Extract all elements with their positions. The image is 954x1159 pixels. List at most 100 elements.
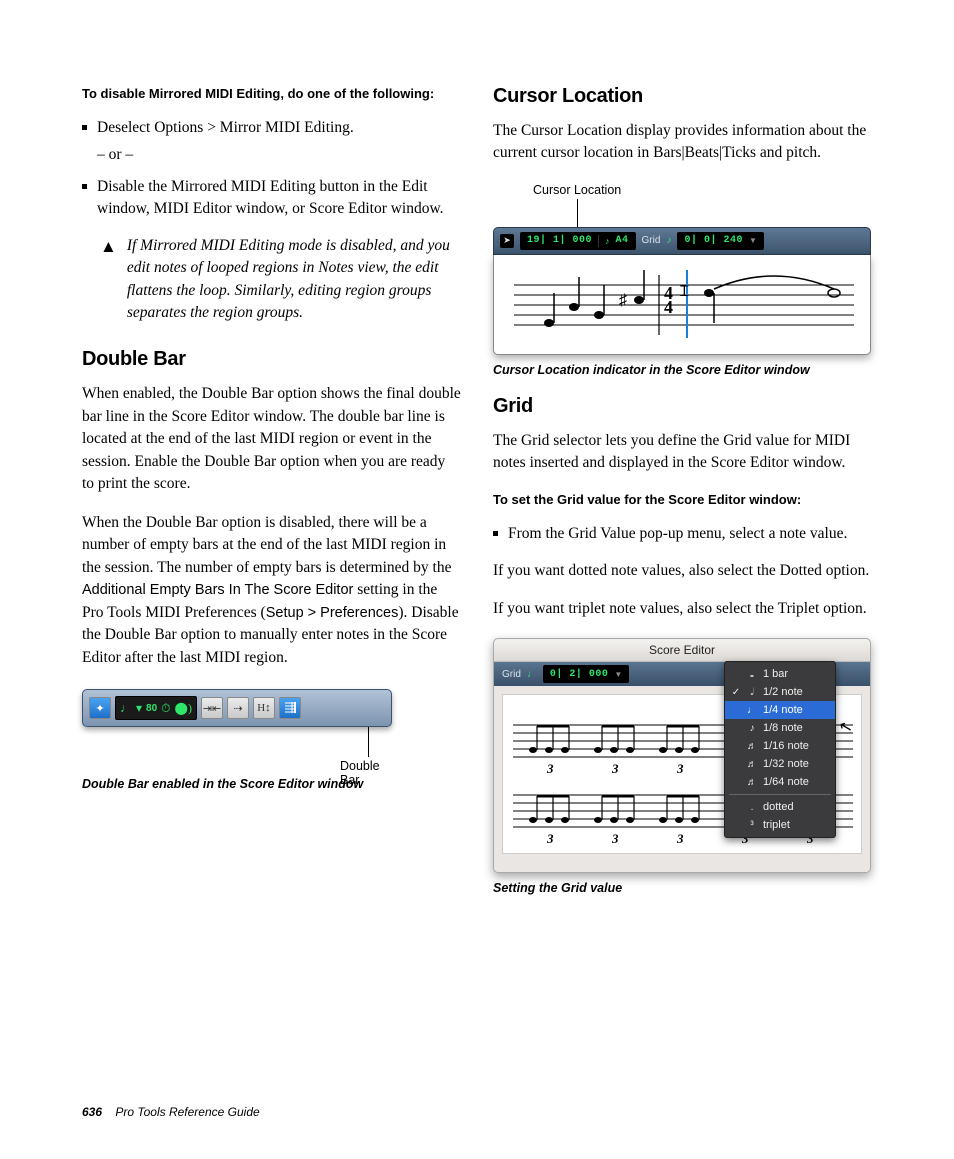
link-button-1[interactable]: ⇥⇤ [201, 697, 223, 719]
svg-text:♯: ♯ [619, 292, 627, 309]
svg-text:4: 4 [664, 283, 673, 303]
grid-value: 0| 0| 240 [684, 235, 743, 246]
grid-value-menu[interactable]: 𝅝1 bar✓𝅗𝅥1/2 note♩1/4 note♪1/8 note♬1/16… [724, 661, 836, 838]
svg-text:3: 3 [676, 831, 684, 846]
callout-leader [368, 727, 369, 757]
doublebar-button[interactable] [279, 697, 301, 719]
cursor-location-figure: Cursor Location ➤ 19| 1| 000 ♪ A4 Grid ♪… [493, 183, 872, 377]
book-title: Pro Tools Reference Guide [115, 1105, 259, 1119]
grid-menu-item[interactable]: ✓𝅗𝅥1/2 note [725, 683, 835, 701]
grid-bullet-row: From the Grid Value pop-up menu, select … [493, 523, 872, 545]
grid-p3: If you want triplet note values, also se… [493, 598, 872, 620]
bullet-icon [82, 125, 87, 130]
heading-double-bar: Double Bar [82, 348, 461, 371]
menu-item-label: 1/32 note [763, 758, 809, 770]
doublebar-toolbar: ✦ ♩ ▾ 80 ⏱ ⬤) ⇥⇤ ⇢ H↕ [82, 689, 392, 727]
grid-menu-item[interactable]: ♬ 1/64 note [725, 773, 835, 791]
warning-box: ▲ If Mirrored MIDI Editing mode is disab… [100, 235, 461, 325]
note-icon: ♪ [605, 236, 610, 246]
grid-label: Grid [502, 669, 521, 680]
link-button-2[interactable]: ⇢ [227, 697, 249, 719]
right-column: Cursor Location The Cursor Location disp… [493, 85, 872, 913]
arrow-tool-icon[interactable]: ➤ [500, 234, 514, 248]
grid-intro: To set the Grid value for the Score Edit… [493, 491, 872, 509]
grid-menu-item[interactable]: .dotted [725, 798, 835, 816]
disable-intro: To disable Mirrored MIDI Editing, do one… [82, 85, 461, 103]
svg-text:3: 3 [546, 761, 554, 776]
bullet-2-text: Disable the Mirrored MIDI Editing button… [97, 176, 461, 221]
callout-leader [577, 199, 578, 227]
heading-grid: Grid [493, 395, 872, 418]
grid-menu-item[interactable]: ♩ 1/4 note [725, 701, 835, 719]
panel-title: Score Editor [494, 639, 870, 662]
note-icon: ♩ [527, 669, 537, 680]
grid-label: Grid [642, 235, 661, 246]
chevron-down-icon: ▼ [749, 236, 757, 245]
click-icon[interactable]: ⬤) [175, 701, 192, 716]
grid-bullet-text: From the Grid Value pop-up menu, select … [508, 523, 847, 545]
grid-menu-item[interactable]: 𝅝 1 bar [725, 665, 835, 683]
note-icon: ♬ [747, 741, 757, 752]
page-footer: 636 Pro Tools Reference Guide [82, 1105, 260, 1119]
metronome-icon[interactable]: ⏱ [161, 701, 170, 716]
score-editor-panel: Score Editor Grid ♩ 0| 2| 000 ▼ [493, 638, 871, 873]
cursor-caption: Cursor Location indicator in the Score E… [493, 363, 872, 377]
bullet-1-row: Deselect Options > Mirror MIDI Editing. [82, 117, 461, 139]
svg-text:3: 3 [611, 831, 619, 846]
note-icon: 𝅝 [747, 669, 757, 680]
tempo-panel: ♩ ▾ 80 ⏱ ⬤) [115, 696, 197, 720]
heading-cursor-location: Cursor Location [493, 85, 872, 108]
menu-item-label: 1/16 note [763, 740, 809, 752]
bullet-2-row: Disable the Mirrored MIDI Editing button… [82, 176, 461, 221]
doublebar-caption: Double Bar enabled in the Score Editor w… [82, 777, 461, 791]
mirror-midi-button[interactable]: ✦ [89, 697, 111, 719]
note-icon: ♪ [747, 723, 757, 734]
doublebar-figure: ✦ ♩ ▾ 80 ⏱ ⬤) ⇥⇤ ⇢ H↕ Doubl [82, 689, 461, 791]
svg-text:3: 3 [546, 831, 554, 846]
menu-item-label: 1 bar [763, 668, 788, 680]
note-icon: ♬ [747, 759, 757, 770]
grid-menu-item[interactable]: ³ triplet [725, 816, 835, 834]
ibeam-cursor-icon: Ꮖ [680, 285, 689, 301]
triangle-icon: ▾ [136, 701, 142, 716]
note-icon: ♬ [747, 777, 757, 788]
cursor-position-display: 19| 1| 000 ♪ A4 [520, 232, 636, 250]
menu-item-label: 1/4 note [763, 704, 803, 716]
doublebar-callout: Double Bar [340, 759, 392, 787]
warning-icon: ▲ [100, 237, 117, 257]
grid-menu-item[interactable]: ♬ 1/32 note [725, 755, 835, 773]
transpose-button[interactable]: H↕ [253, 697, 275, 719]
note-icon: 𝅗𝅥 [747, 687, 757, 698]
cursor-toolbar: ➤ 19| 1| 000 ♪ A4 Grid ♪ 0| 0| 240 ▼ [493, 227, 871, 255]
doublebar-p2: When the Double Bar option is disabled, … [82, 512, 461, 669]
bullet-icon [82, 184, 87, 189]
grid-figure: Score Editor Grid ♩ 0| 2| 000 ▼ [493, 638, 872, 895]
doublebar-p1: When enabled, the Double Bar option show… [82, 383, 461, 495]
bullet-1-text: Deselect Options > Mirror MIDI Editing. [97, 117, 354, 139]
menu-item-label: triplet [763, 819, 790, 831]
grid-p1: The Grid selector lets you define the Gr… [493, 430, 872, 475]
grid-value-selector[interactable]: 0| 2| 000 ▼ [543, 665, 629, 683]
grid-menu-item[interactable]: ♬ 1/16 note [725, 737, 835, 755]
grid-value-display[interactable]: 0| 0| 240 ▼ [677, 232, 763, 250]
bullet-icon [493, 531, 498, 536]
cursor-callout-label: Cursor Location [533, 183, 621, 197]
page-number: 636 [82, 1105, 102, 1119]
cursor-p1: The Cursor Location display provides inf… [493, 120, 872, 165]
grid-caption: Setting the Grid value [493, 881, 872, 895]
note-icon: ♩ [747, 705, 757, 716]
note-icon: . [747, 802, 757, 813]
cursor-indicator-line [686, 270, 688, 338]
cursor-pos-value: 19| 1| 000 [527, 235, 592, 246]
note-icon: ³ [747, 820, 757, 831]
grid-value: 0| 2| 000 [550, 669, 609, 680]
warning-text: If Mirrored MIDI Editing mode is disable… [127, 235, 461, 325]
menu-item-label: 1/8 note [763, 722, 803, 734]
grid-menu-item[interactable]: ♪ 1/8 note [725, 719, 835, 737]
left-column: To disable Mirrored MIDI Editing, do one… [82, 85, 461, 913]
cursor-staff-area: ♯ 44 Ꮖ [493, 255, 871, 355]
grid-p2: If you want dotted note values, also sel… [493, 560, 872, 582]
menu-item-label: 1/64 note [763, 776, 809, 788]
menu-item-label: 1/2 note [763, 686, 803, 698]
svg-text:3: 3 [611, 761, 619, 776]
